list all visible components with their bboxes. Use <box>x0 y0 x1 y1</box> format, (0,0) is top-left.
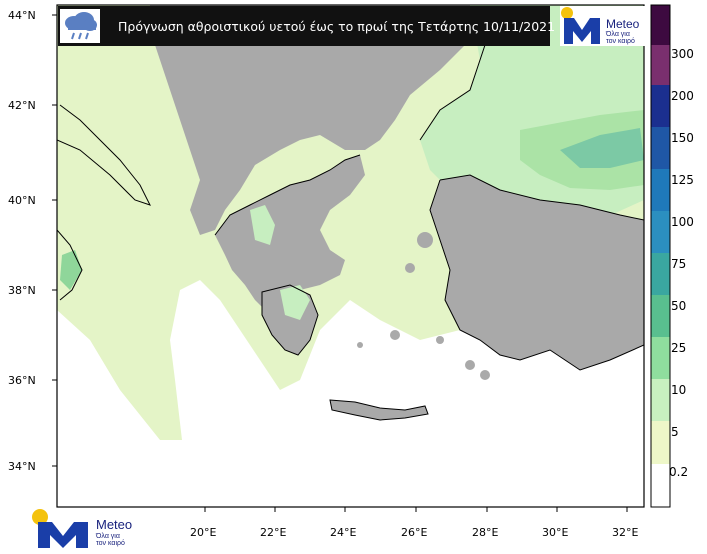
island <box>357 342 363 348</box>
brand-name: Meteo <box>606 17 640 31</box>
lat-label: 38°N <box>8 284 36 297</box>
legend-swatch <box>651 127 670 169</box>
brand-slogan-1: Όλα για <box>96 533 120 540</box>
island <box>465 360 475 370</box>
coastline-italy <box>57 104 151 206</box>
precip-italy-green <box>60 250 82 290</box>
coastline-italy-south <box>57 229 83 301</box>
legend-swatch <box>651 421 670 464</box>
legend-swatch <box>651 5 670 45</box>
island <box>390 330 400 340</box>
lon-label: 22°E <box>260 526 286 539</box>
legend-label: 5 <box>671 425 679 439</box>
land-turkey <box>430 175 644 370</box>
latitude-axis: 44°N 42°N 40°N 38°N 36°N 34°N <box>8 9 57 473</box>
title-banner: Πρόγνωση αθροιστικού υετού έως το πρωί τ… <box>58 6 555 46</box>
legend-swatch <box>651 169 670 211</box>
longitude-axis: 20°E 22°E 24°E 26°E 28°E 30°E 32°E <box>190 507 638 539</box>
lon-label: 24°E <box>330 526 356 539</box>
legend-swatch <box>651 464 670 507</box>
lon-label: 26°E <box>401 526 427 539</box>
lat-label: 42°N <box>8 99 36 112</box>
legend-frame <box>650 4 671 508</box>
legend-label: 25 <box>671 341 686 355</box>
land-crete <box>330 400 428 420</box>
lat-label: 44°N <box>8 9 36 22</box>
coastline-crete <box>329 399 429 421</box>
coastline-peloponnese <box>261 284 319 356</box>
legend-swatch <box>651 295 670 337</box>
island <box>405 263 415 273</box>
legend-swatch <box>651 85 670 127</box>
meteo-logo-icon <box>561 7 600 44</box>
precip-legend: 300 200 150 125 100 75 50 25 10 5 0.2 <box>650 4 694 508</box>
island <box>480 370 490 380</box>
legend-swatch <box>651 211 670 253</box>
brand-slogan-2: τον καιρό <box>96 540 125 547</box>
island <box>436 336 444 344</box>
plot-frame <box>56 4 645 508</box>
rain-cloud-icon <box>60 9 100 43</box>
legend-label: 150 <box>671 131 694 145</box>
legend-label: 125 <box>671 173 694 187</box>
lat-label: 40°N <box>8 194 36 207</box>
plot-south-blank <box>57 440 644 507</box>
legend-label: 0.2 <box>669 465 688 479</box>
brand-slogan-2: τον καιρό <box>606 38 635 45</box>
legend-swatch <box>651 45 670 85</box>
coastline-greece <box>214 154 361 236</box>
legend-label: 100 <box>671 215 694 229</box>
meteo-logo-bottom: Meteo Όλα για τον καιρό <box>30 508 150 548</box>
island <box>417 232 433 248</box>
legend-label: 75 <box>671 257 686 271</box>
legend-swatch <box>651 253 670 295</box>
coastline-black-sea <box>419 29 491 141</box>
precip-greece-green <box>250 205 275 245</box>
coastline-turkey-west <box>429 179 644 371</box>
meteo-logo-icon <box>32 509 88 548</box>
land-balkans <box>150 5 470 235</box>
lat-label: 34°N <box>8 460 36 473</box>
lon-label: 20°E <box>190 526 216 539</box>
lon-label: 32°E <box>612 526 638 539</box>
legend-label: 200 <box>671 89 694 103</box>
lat-label: 36°N <box>8 374 36 387</box>
brand-name: Meteo <box>96 517 133 532</box>
legend-label: 10 <box>671 383 686 397</box>
lon-label: 30°E <box>542 526 568 539</box>
legend-swatch <box>651 337 670 379</box>
map-title: Πρόγνωση αθροιστικού υετού έως το πρωί τ… <box>118 18 556 34</box>
precip-field-teal <box>560 128 644 168</box>
lon-label: 28°E <box>472 526 498 539</box>
legend-label: 300 <box>671 47 694 61</box>
legend-swatch <box>651 379 670 421</box>
legend-label: 50 <box>671 299 686 313</box>
meteo-logo-top: Meteo Όλα για τον καιρό <box>560 6 646 46</box>
coastline-turkey <box>439 174 644 221</box>
brand-slogan-1: Όλα για <box>606 31 630 38</box>
precip-greece-green-2 <box>280 285 310 320</box>
land-greece <box>215 155 365 310</box>
